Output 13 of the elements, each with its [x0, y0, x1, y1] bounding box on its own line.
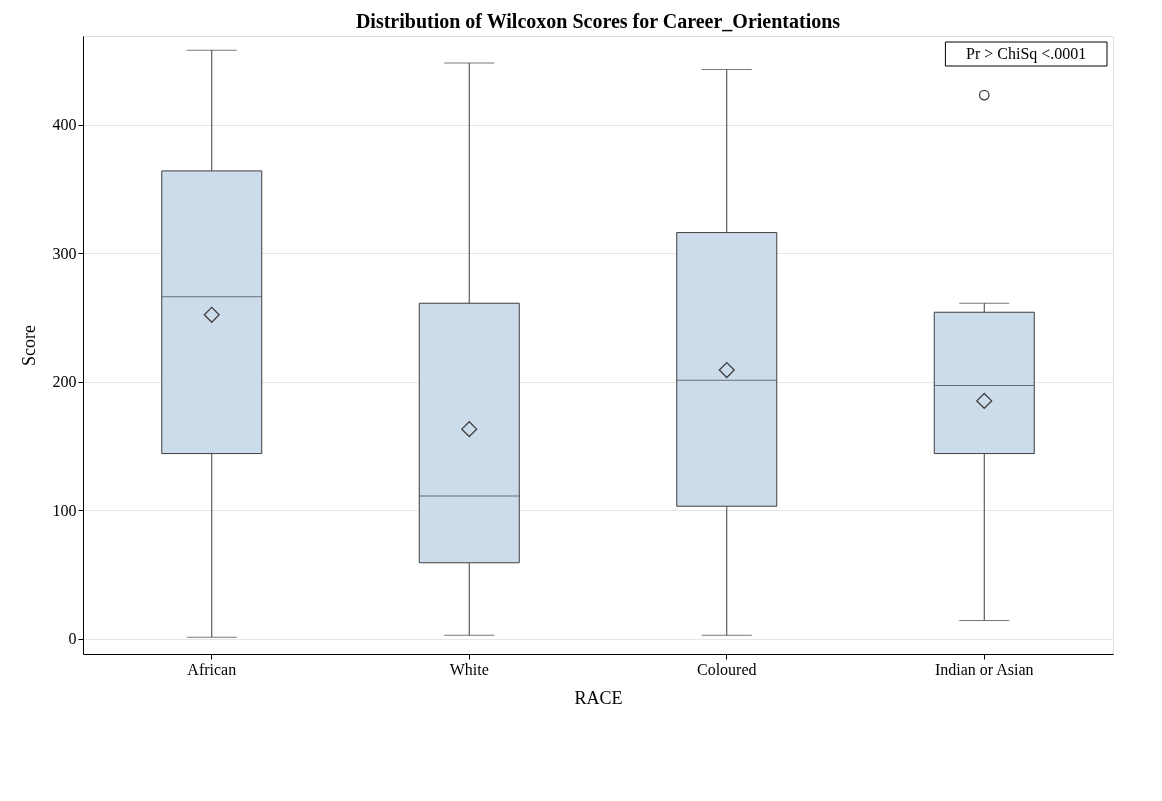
- y-axis-title: Score: [18, 325, 39, 366]
- chart-title: Distribution of Wilcoxon Scores for Career_Orientations: [355, 10, 841, 32]
- y-tick-label: 400: [52, 116, 77, 134]
- x-axis-title: RACE: [574, 687, 623, 708]
- y-tick-label: 300: [52, 244, 77, 262]
- annotation: Pr > ChiSq <.0001: [966, 45, 1087, 63]
- x-tick-label: Coloured: [696, 660, 757, 678]
- y-tick-label: 200: [52, 373, 77, 391]
- x-tick-label: Indian or Asian: [934, 660, 1034, 678]
- x-tick-label: African: [187, 660, 237, 678]
- x-tick-label: White: [449, 660, 489, 678]
- y-tick-label: 100: [52, 501, 77, 519]
- y-tick-label: 0: [68, 630, 77, 648]
